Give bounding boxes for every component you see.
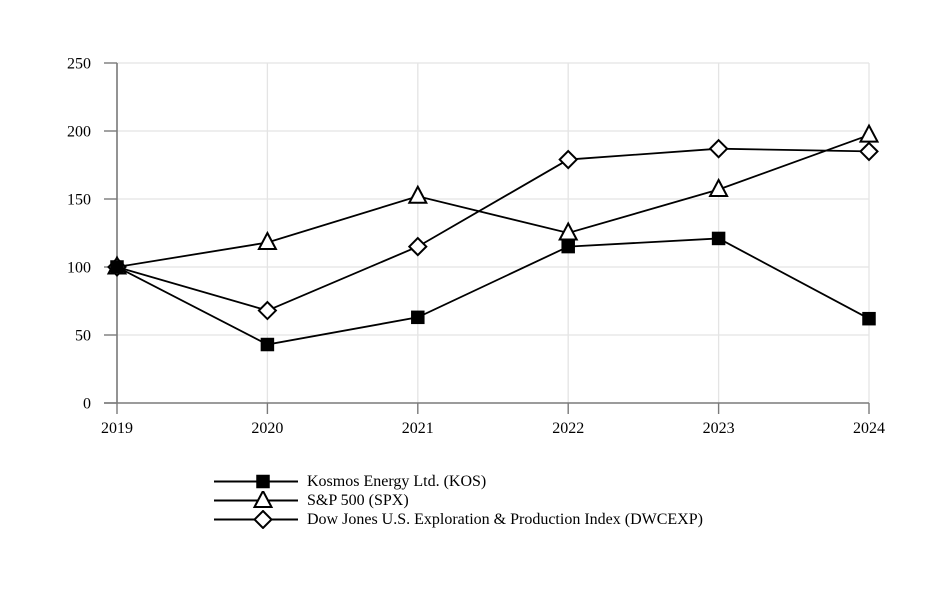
x-tick-label: 2019 — [101, 420, 133, 437]
data-point-marker — [708, 138, 729, 159]
x-tick-label: 2022 — [552, 420, 584, 437]
data-point-marker — [859, 141, 879, 162]
y-tick-label: 50 — [75, 328, 91, 345]
legend-item-dwcexp: Dow Jones U.S. Exploration & Production … — [214, 510, 703, 529]
data-point-marker — [708, 177, 729, 197]
triangle-marker-icon — [214, 491, 298, 508]
legend-label-kos: Kosmos Energy Ltd. (KOS) — [307, 473, 487, 490]
legend-marker-glyph — [256, 474, 270, 489]
series-line — [116, 147, 870, 312]
series-line — [116, 237, 870, 346]
data-point-marker — [260, 337, 275, 352]
chart-legend: Kosmos Energy Ltd. (KOS) S&P 500 (SPX) D… — [214, 472, 703, 529]
data-point-marker — [257, 300, 278, 321]
y-tick-label: 150 — [67, 192, 91, 209]
data-point-marker — [558, 149, 579, 170]
data-point-marker — [257, 230, 278, 251]
data-point-marker — [110, 260, 124, 274]
x-tick-label: 2020 — [251, 420, 283, 437]
legend-label-spx: S&P 500 (SPX) — [307, 492, 409, 509]
x-tick-label: 2024 — [853, 420, 885, 437]
legend-label-dwcexp: Dow Jones U.S. Exploration & Production … — [307, 511, 703, 528]
y-tick-label: 100 — [67, 260, 91, 277]
data-point-marker — [711, 231, 726, 246]
legend-item-spx: S&P 500 (SPX) — [214, 491, 703, 510]
legend-marker-glyph — [253, 510, 273, 529]
data-point-marker — [407, 236, 428, 257]
data-point-marker — [558, 221, 579, 241]
legend-item-kos: Kosmos Energy Ltd. (KOS) — [214, 472, 703, 491]
data-point-marker — [411, 310, 425, 325]
diamond-marker-icon — [214, 510, 298, 529]
data-point-marker — [858, 123, 880, 143]
data-point-marker — [407, 184, 428, 204]
y-tick-label: 250 — [67, 56, 91, 73]
x-tick-label: 2023 — [703, 420, 735, 437]
y-tick-label: 0 — [83, 396, 91, 413]
data-point-marker — [862, 311, 876, 326]
y-tick-label: 200 — [67, 124, 91, 141]
x-tick-label: 2021 — [402, 420, 434, 437]
series-line — [116, 134, 870, 268]
legend-marker-glyph — [252, 491, 274, 508]
square-marker-icon — [214, 474, 298, 489]
data-point-marker — [561, 239, 575, 254]
